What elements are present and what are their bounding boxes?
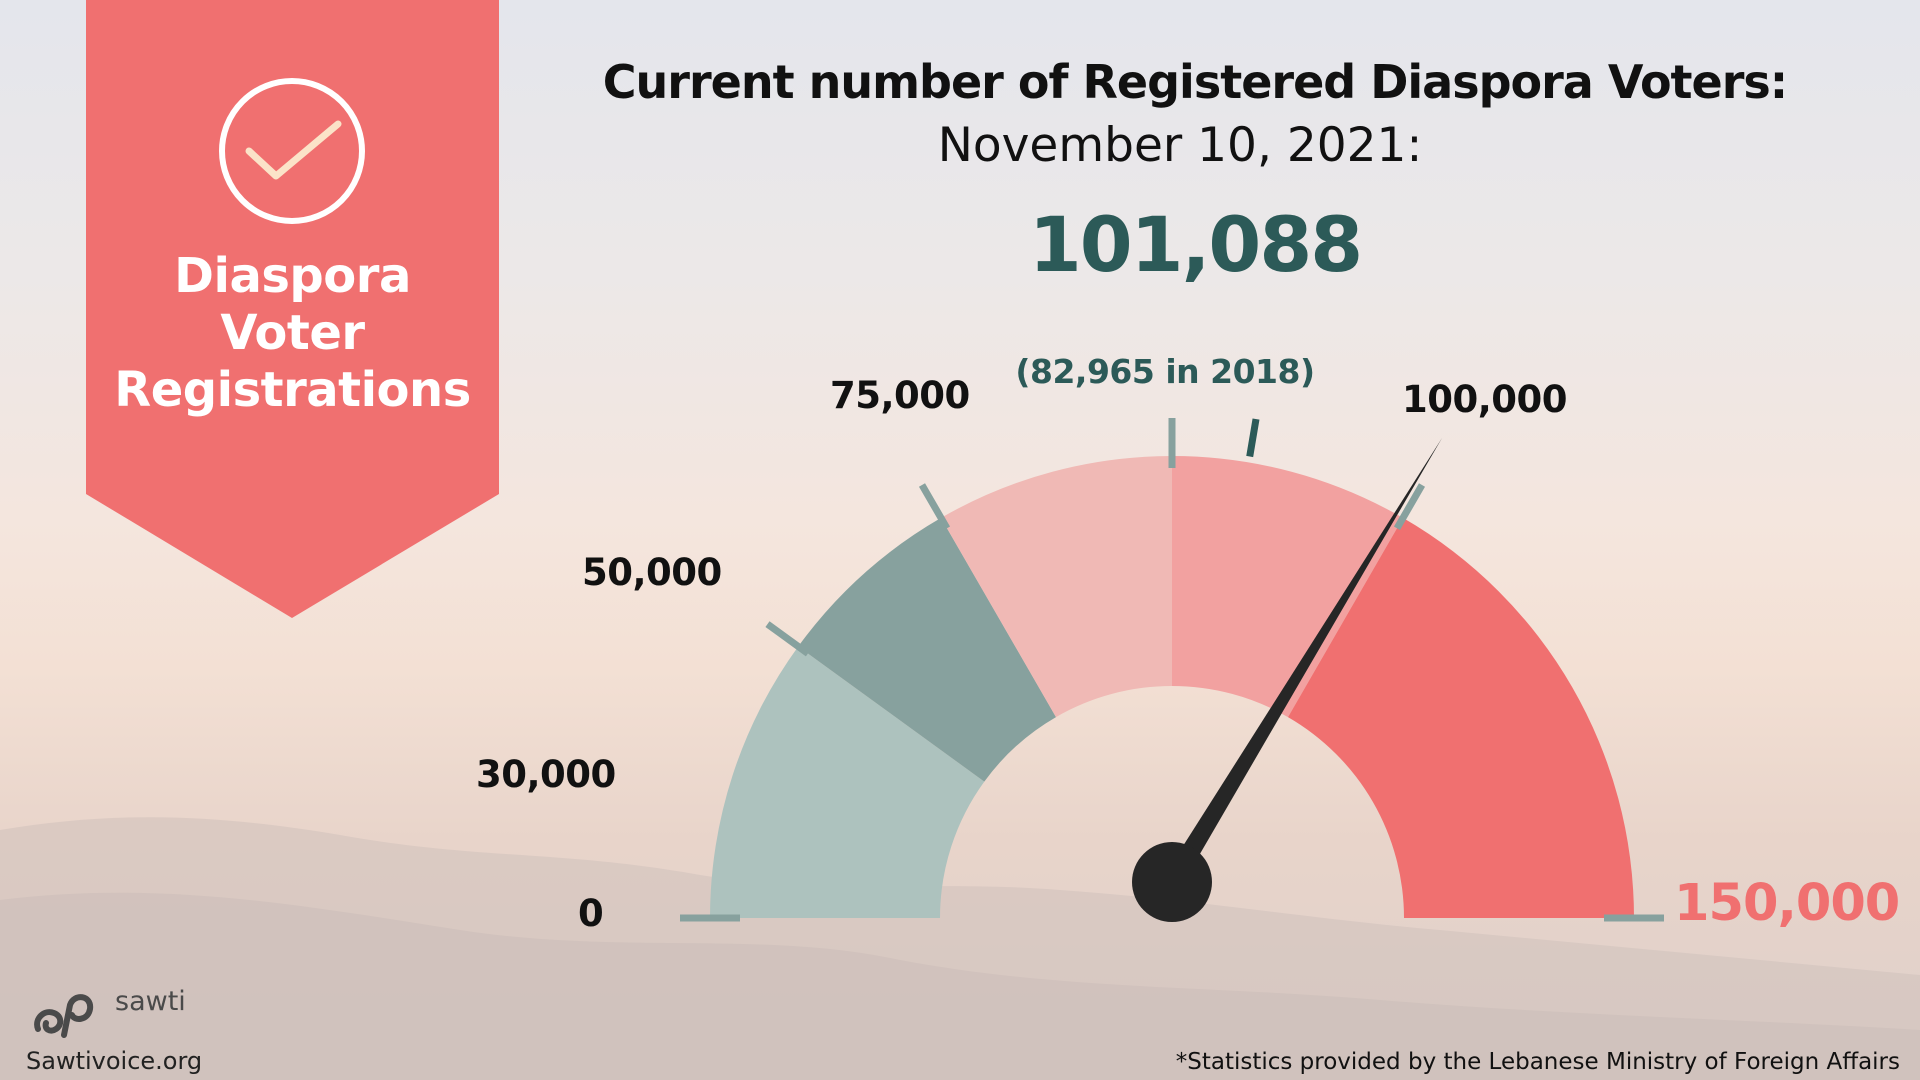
tick-label-0: 0 [578,892,604,935]
previous-value-marker [1246,418,1260,458]
previous-value-note: (82,965 in 2018) [1015,352,1315,391]
sawti-logo-icon [34,994,94,1038]
gauge-tick-4 [1393,483,1426,531]
gauge-band-1 [798,517,1056,782]
gauge-band-4 [1288,517,1634,918]
gauge-band-0 [710,646,985,918]
gauge-tick-1 [765,621,810,657]
banner-ribbon [86,0,499,618]
background-hills-front [0,892,1920,1080]
check-circle-icon [219,78,365,224]
current-value: 101,088 [1028,200,1363,289]
gauge-tick-2 [918,483,951,531]
report-date: November 10, 2021: [937,118,1423,173]
banner-title-line: Voter [220,305,365,361]
banner-title: Diaspora Voter Registrations [86,248,499,419]
tick-label-100000: 100,000 [1402,378,1568,421]
logo-wordmark: sawti [115,986,186,1017]
gauge-band-2 [941,456,1172,718]
tick-label-150000: 150,000 [1674,874,1900,933]
gauge-bands [710,456,1634,918]
gauge-ticks [680,418,1664,922]
gauge-band-3 [1172,456,1403,718]
headline: Current number of Registered Diaspora Vo… [602,55,1788,109]
gauge-needle-pointer [1163,437,1443,888]
gauge-needle-hub [1132,842,1212,922]
website-link[interactable]: Sawtivoice.org [26,1047,203,1075]
banner-title-line: Diaspora [174,248,411,304]
tick-label-75000: 75,000 [830,374,970,417]
banner-shape [86,0,499,618]
tick-label-50000: 50,000 [582,551,722,594]
banner-title-line: Registrations [114,362,471,418]
tick-label-30000: 30,000 [476,753,616,796]
source-footnote: *Statistics provided by the Lebanese Min… [1175,1049,1900,1075]
gauge-needle [1132,437,1443,922]
